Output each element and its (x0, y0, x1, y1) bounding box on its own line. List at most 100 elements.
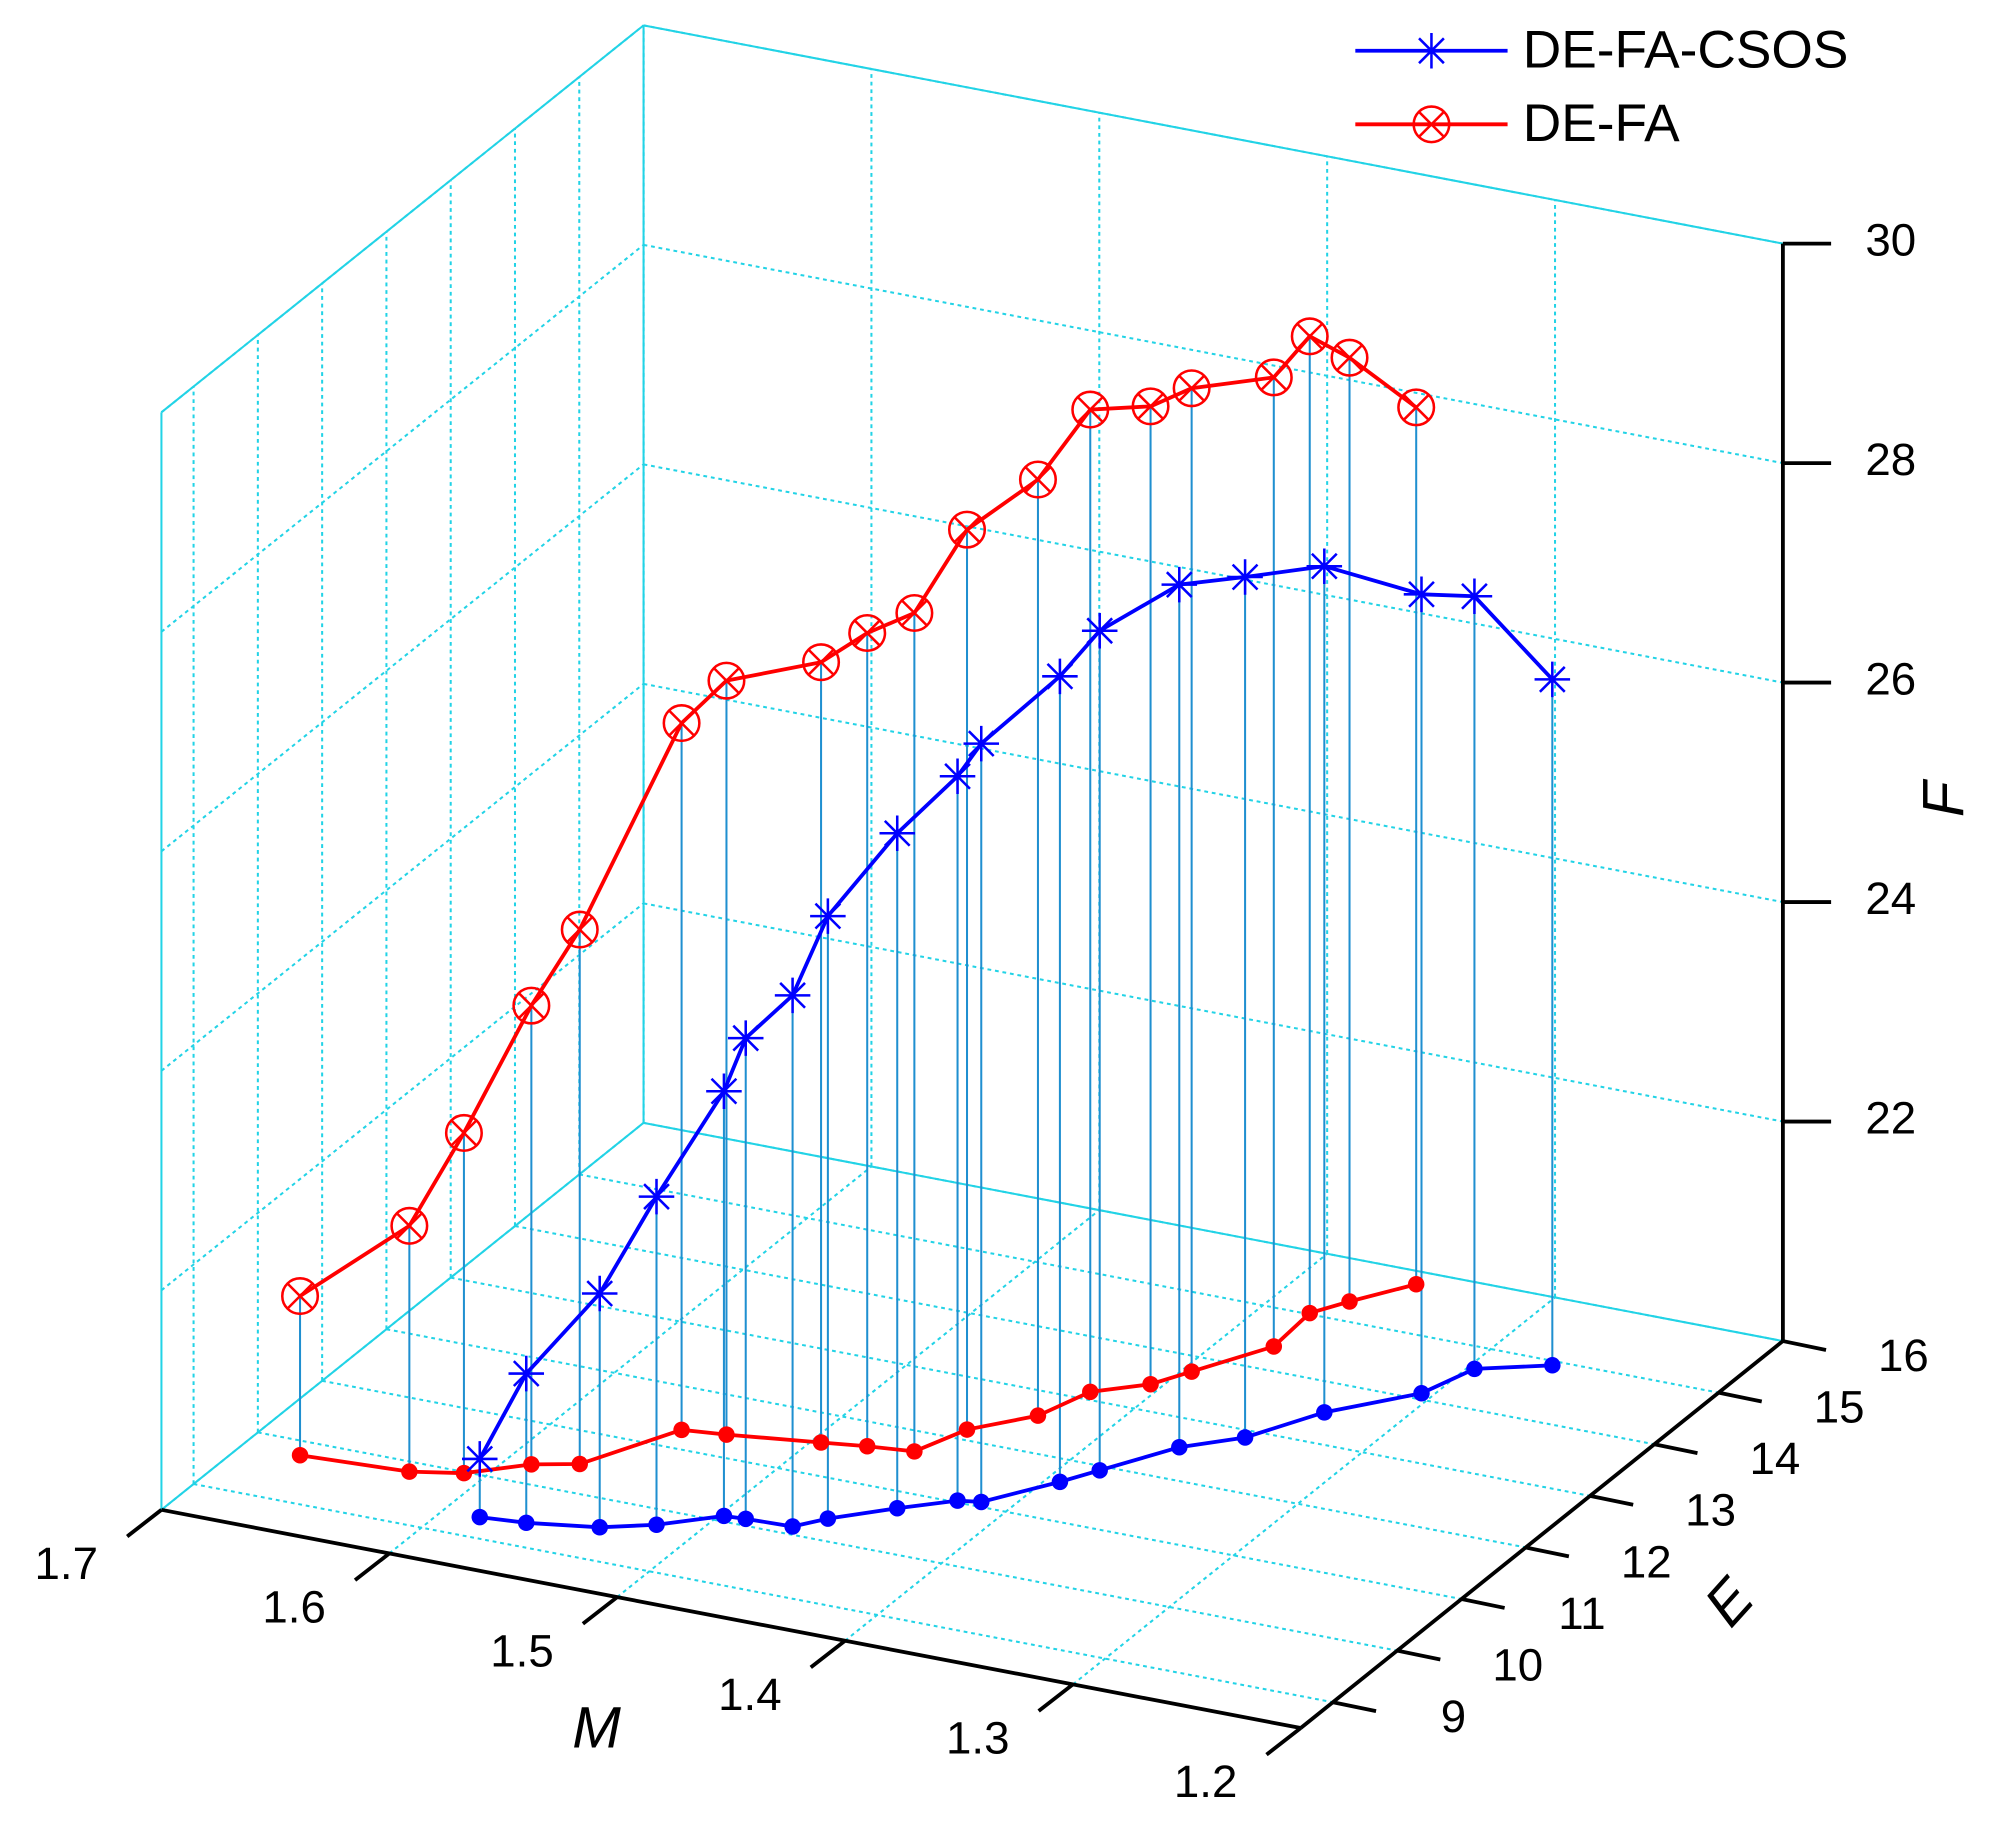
legend: DE-FA-CSOS DE-FA (1355, 20, 1848, 153)
floor-point (858, 1437, 876, 1455)
floor-point (906, 1443, 923, 1460)
y-tick (1589, 1493, 1634, 1507)
floor-point (958, 1421, 976, 1438)
z-axis-title: F (1911, 778, 1976, 817)
y-tick (1653, 1442, 1698, 1456)
y-tick-label: 10 (1492, 1639, 1543, 1690)
frame-edge (160, 1122, 645, 1511)
grid-line (643, 682, 1784, 904)
y-tick-label: 11 (1558, 1588, 1605, 1639)
floor-point (784, 1518, 801, 1535)
grid-line (643, 902, 1784, 1123)
x-axis (161, 1507, 1302, 1730)
grid-line (1072, 1296, 1556, 1686)
x-tick-label: 1.6 (262, 1582, 325, 1633)
x-tick (353, 1551, 391, 1582)
floor-projection-line (479, 1363, 1553, 1530)
y-tick (1718, 1390, 1763, 1404)
floor-point (949, 1492, 966, 1509)
floor-point (718, 1426, 735, 1443)
grid-line (450, 1276, 1591, 1497)
z-tick-label: 26 (1865, 654, 1916, 705)
x-tick (581, 1595, 619, 1626)
y-axis (1299, 1339, 1785, 1730)
legend-marker (1413, 32, 1450, 69)
floor-point (673, 1421, 690, 1439)
x-tick (1265, 1726, 1302, 1757)
floor-point (1301, 1304, 1318, 1322)
floor-point (401, 1463, 418, 1480)
marker (1330, 338, 1369, 377)
legend-label: DE-FA-CSOS (1523, 20, 1849, 79)
legend-label: DE-FA (1523, 94, 1680, 153)
floor-point (1407, 1276, 1425, 1293)
marker (1254, 358, 1293, 397)
floor-point (1236, 1429, 1254, 1446)
frame-edge (160, 24, 645, 414)
marker (774, 977, 811, 1014)
data-layer (281, 317, 1571, 1536)
floor-point (1029, 1407, 1047, 1424)
floor-point (1142, 1375, 1159, 1393)
marker (461, 1441, 498, 1477)
grid-line (160, 683, 645, 1072)
marker (444, 1113, 483, 1152)
y-tick-label: 16 (1878, 1330, 1929, 1381)
y-tick (1782, 1339, 1827, 1352)
grid-line (321, 1379, 1462, 1601)
floor-point (591, 1519, 608, 1536)
y-tick-label: 15 (1814, 1381, 1865, 1432)
y-tick-label: 13 (1685, 1485, 1736, 1536)
x-tick-label: 1.5 (490, 1625, 553, 1676)
marker (963, 725, 1000, 762)
grid-line (160, 244, 645, 633)
floor-point (648, 1516, 665, 1533)
floor-point (1413, 1385, 1430, 1402)
marker (848, 613, 887, 653)
grid-line (616, 1209, 1100, 1598)
floor-point (1082, 1383, 1099, 1401)
grid-line (643, 243, 1784, 465)
x-tick-label: 1.2 (1174, 1756, 1237, 1807)
grid-line (643, 1121, 1784, 1343)
marker (1131, 387, 1170, 426)
floor-point (1341, 1293, 1358, 1310)
floor-point (1265, 1338, 1283, 1355)
floor-point (812, 1434, 830, 1451)
z-tick-label: 24 (1865, 873, 1916, 924)
marker (1306, 548, 1343, 584)
series-line (478, 564, 1554, 1460)
floor-point (1051, 1473, 1069, 1491)
marker (1290, 317, 1329, 356)
y-axis-title: E (1692, 1565, 1767, 1638)
grid-line (643, 463, 1784, 684)
floor-point (715, 1507, 733, 1525)
floor-point (523, 1456, 540, 1473)
marker (281, 1277, 320, 1316)
floor-point (888, 1499, 906, 1517)
marker (560, 910, 599, 949)
y-tick-label: 9 (1441, 1691, 1466, 1742)
floor-point (518, 1514, 535, 1532)
marker (662, 704, 701, 743)
floor-point (819, 1510, 837, 1527)
marker (895, 593, 934, 632)
marker (810, 898, 846, 934)
marker (1456, 578, 1493, 615)
z-tick-label: 30 (1865, 215, 1916, 266)
floor-point (471, 1508, 489, 1526)
floor-point (1183, 1363, 1200, 1380)
grid-line (388, 1165, 873, 1555)
floor-point (1544, 1357, 1561, 1374)
marker (802, 643, 841, 682)
grid-line (579, 1173, 1719, 1394)
marker (727, 1020, 764, 1056)
x-tick-label: 1.4 (718, 1669, 781, 1720)
marker (1534, 661, 1571, 698)
grid-line (386, 1328, 1526, 1549)
z-tick-label: 22 (1865, 1093, 1916, 1144)
x-tick (1037, 1682, 1075, 1713)
marker (1172, 369, 1211, 408)
